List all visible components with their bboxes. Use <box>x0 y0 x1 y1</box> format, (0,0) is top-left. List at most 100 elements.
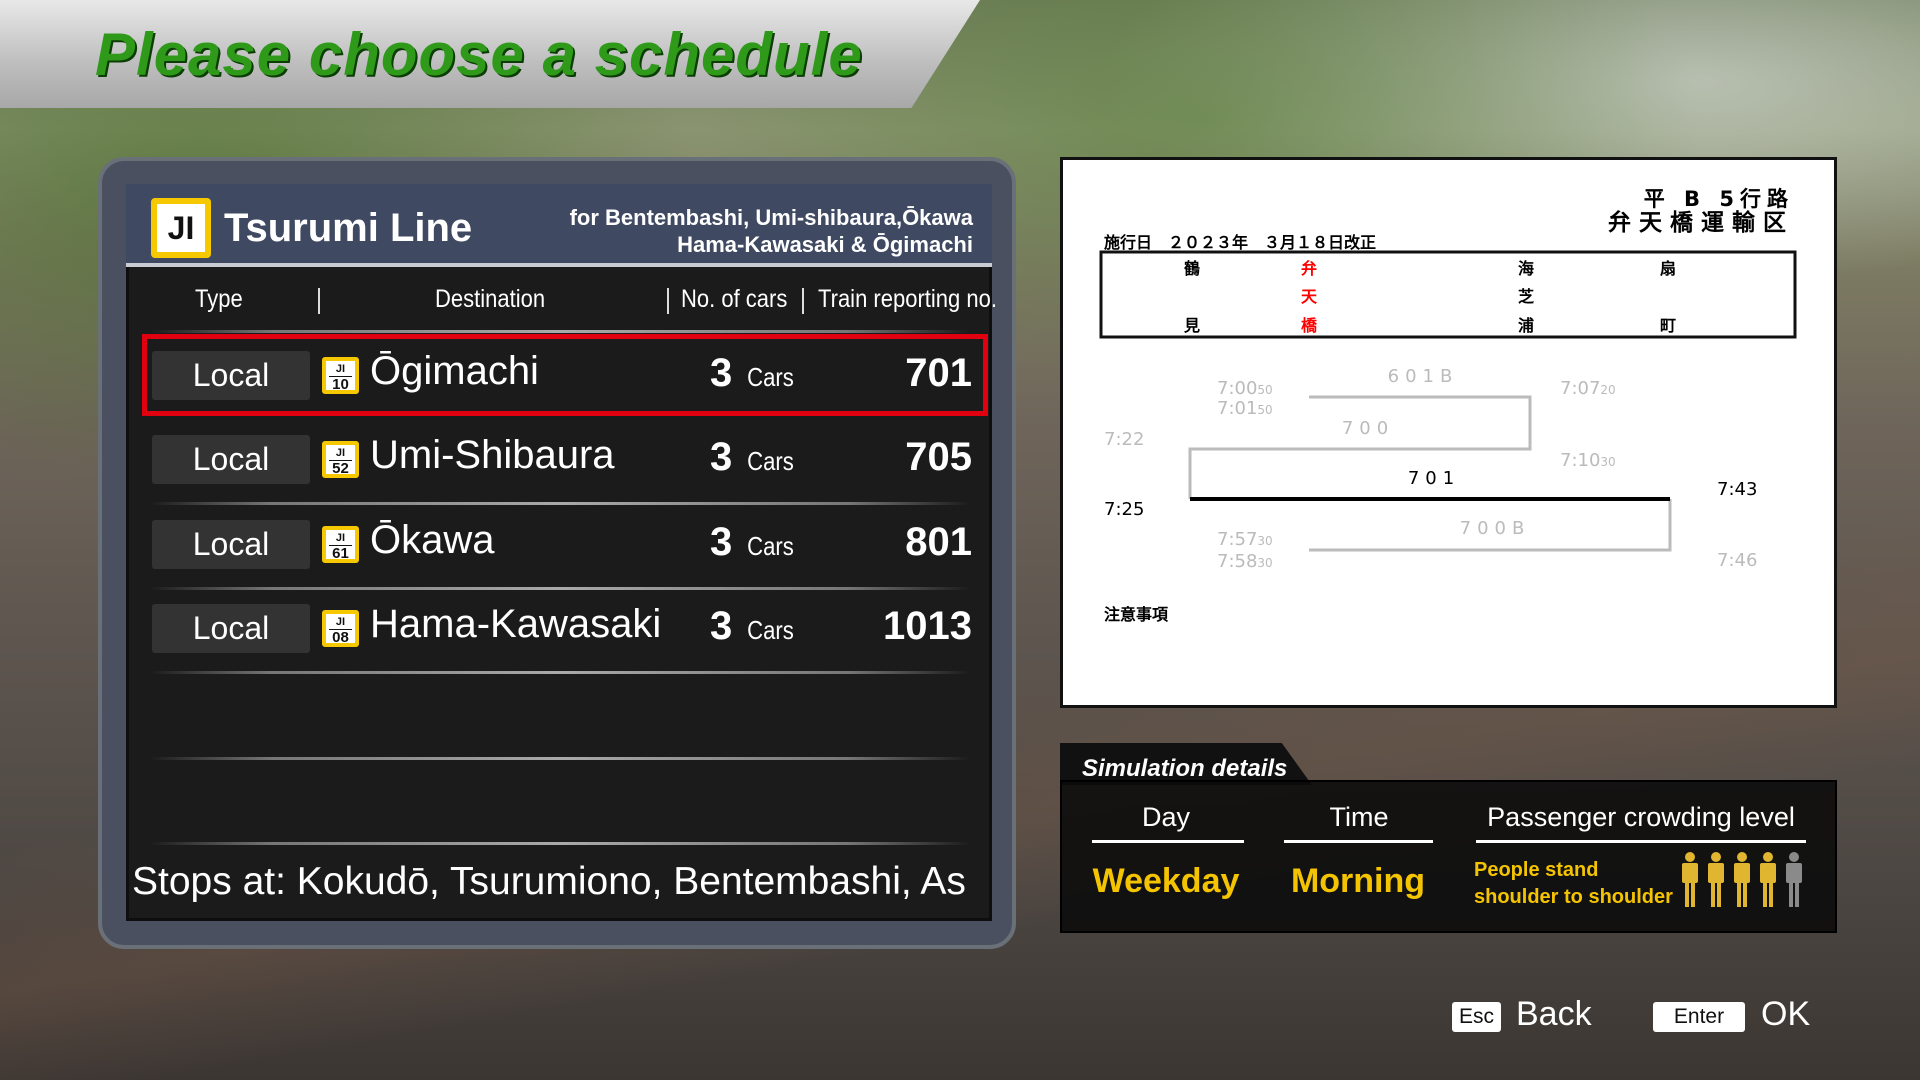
train-type: Local <box>152 435 310 484</box>
destination: Ōkawa <box>370 518 495 562</box>
esc-key-icon[interactable]: Esc <box>1452 1002 1501 1032</box>
line-badge: JI <box>151 198 211 258</box>
car-count: 3 Cars <box>710 351 795 395</box>
column-cars: No. of cars <box>681 285 788 313</box>
schedule-row[interactable]: Local JI 08 Hama-Kawasaki 3 Cars 1013 <box>150 588 976 668</box>
crowding-label: Passenger crowding level <box>1487 802 1795 832</box>
line-header <box>126 184 992 267</box>
effective-date: 施行日 ２０２３年 ３月１８日改正 <box>1104 233 1376 252</box>
time: 7:1030 <box>1560 450 1616 471</box>
notes-label: 注意事項 <box>1104 605 1169 624</box>
person-icon <box>1784 852 1804 907</box>
destination: Ōgimachi <box>370 349 539 393</box>
route-label: 平 B 5行路 <box>1644 187 1794 211</box>
time: 7:0720 <box>1560 378 1616 399</box>
time: 7:0150 <box>1217 398 1273 419</box>
car-count: 3 Cars <box>710 435 795 479</box>
station-number-icon: JI 08 <box>322 610 359 647</box>
destination: Hama-Kawasaki <box>370 602 662 646</box>
reporting-number: 1013 <box>883 604 972 648</box>
page-title: Please choose a schedule <box>95 21 863 88</box>
line-destinations-1: for Bentembashi, Umi-shibaura,Ōkawa <box>569 205 973 230</box>
car-count: 3 Cars <box>710 520 795 564</box>
train-label: 700 <box>1342 418 1394 439</box>
station-char: 浦 <box>1518 316 1534 335</box>
schedule-row[interactable]: Local JI 52 Umi-Shibaura 3 Cars 705 <box>150 419 976 499</box>
station-char: 町 <box>1660 316 1676 335</box>
column-separator <box>802 288 804 314</box>
train-type: Local <box>152 604 310 653</box>
underline <box>1092 840 1244 843</box>
column-type: Type <box>195 285 243 313</box>
time: 7:46 <box>1717 550 1757 571</box>
time: 7:22 <box>1104 429 1144 450</box>
timetable-diagram: 平 B 5行路 弁天橋運輸区 施行日 ２０２３年 ３月１８日改正 鶴 見 弁 天… <box>1099 187 1797 624</box>
train-line-601b-700 <box>1188 395 1532 499</box>
column-separator <box>667 288 669 314</box>
crowding-text-2: shoulder to shoulder <box>1474 886 1673 908</box>
person-icon <box>1706 852 1726 907</box>
station-char: 弁 <box>1301 259 1317 278</box>
train-line-700b <box>1309 499 1672 552</box>
person-icon <box>1680 852 1700 907</box>
simulation-tab <box>1060 743 1312 785</box>
day-value: Weekday <box>1092 862 1240 900</box>
column-reporting: Train reporting no. <box>818 285 997 313</box>
reporting-number: 705 <box>905 435 972 479</box>
underline <box>1284 840 1433 843</box>
time: 7:5730 <box>1217 529 1273 550</box>
car-count: 3 Cars <box>710 604 795 648</box>
train-label: 700B <box>1460 518 1531 539</box>
row-divider <box>150 757 970 760</box>
column-destination: Destination <box>435 285 546 313</box>
time: 7:0050 <box>1217 378 1273 399</box>
station-number-icon: JI 61 <box>322 526 359 563</box>
destination: Umi-Shibaura <box>370 433 615 477</box>
underline <box>1476 840 1806 843</box>
train-label: 601B <box>1388 366 1459 387</box>
crowding-text-1: People stand <box>1474 859 1599 881</box>
station-char: 見 <box>1183 316 1200 335</box>
station-number-icon: JI 10 <box>322 357 359 394</box>
simulation-details-panel <box>1060 780 1837 933</box>
line-name: Tsurumi Line <box>224 206 473 250</box>
schedule-row[interactable]: Local JI 10 Ōgimachi 3 Cars 701 <box>150 335 976 415</box>
row-divider <box>150 330 970 333</box>
station-char: 芝 <box>1518 287 1534 306</box>
train-label-selected: 701 <box>1408 468 1460 489</box>
station-char: 扇 <box>1660 259 1676 278</box>
stops-ticker: Stops at: Kokudō, Tsurumiono, Bentembash… <box>132 860 966 903</box>
station-char: 海 <box>1518 259 1534 278</box>
schedule-row[interactable]: Local JI 61 Ōkawa 3 Cars 801 <box>150 504 976 584</box>
depot-label: 弁天橋運輸区 <box>1608 209 1794 236</box>
row-divider <box>150 671 970 674</box>
person-icon <box>1732 852 1752 907</box>
back-button[interactable]: Back <box>1516 995 1592 1033</box>
reporting-number: 801 <box>905 520 972 564</box>
timetable-card: 平 B 5行路 弁天橋運輸区 施行日 ２０２３年 ３月１８日改正 鶴 見 弁 天… <box>1060 157 1837 708</box>
day-label: Day <box>1141 802 1191 832</box>
simulation-title: Simulation details <box>1082 755 1288 782</box>
enter-key-icon[interactable]: Enter <box>1653 1002 1745 1032</box>
time: 7:25 <box>1104 499 1144 520</box>
time: 7:43 <box>1717 479 1757 500</box>
ok-button[interactable]: OK <box>1761 995 1811 1033</box>
row-divider <box>150 842 970 845</box>
station-number-icon: JI 52 <box>322 441 359 478</box>
station-header-box <box>1099 250 1797 339</box>
row-divider <box>150 502 970 505</box>
time-label: Time <box>1329 802 1389 832</box>
selection-highlight <box>142 334 988 416</box>
train-type: Local <box>152 520 310 569</box>
person-icon <box>1758 852 1778 907</box>
column-separator <box>318 288 320 314</box>
row-divider <box>150 587 970 590</box>
reporting-number: 701 <box>905 351 972 395</box>
station-char: 鶴 <box>1184 259 1200 278</box>
line-destinations-2: Hama-Kawasaki & Ōgimachi <box>677 232 973 257</box>
station-char: 天 <box>1301 287 1318 306</box>
time: 7:5830 <box>1217 551 1273 572</box>
train-type: Local <box>152 351 310 400</box>
time-value: Morning <box>1290 862 1426 900</box>
station-char: 橋 <box>1301 316 1318 335</box>
